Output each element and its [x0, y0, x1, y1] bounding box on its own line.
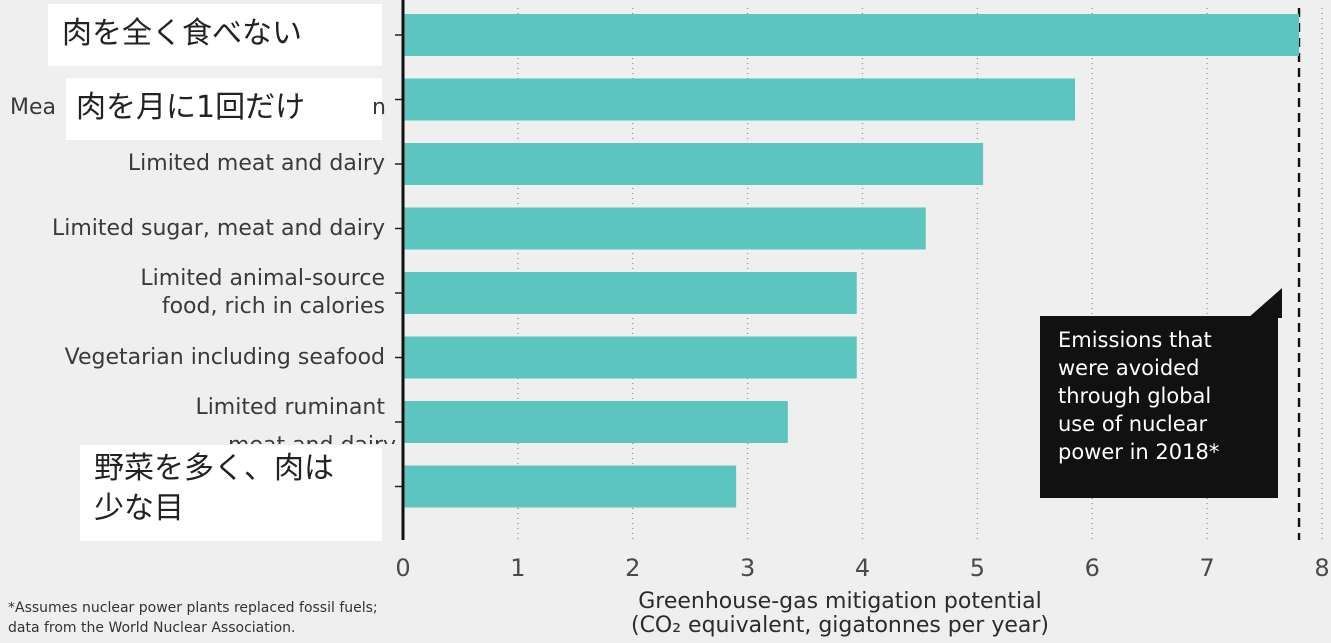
partial-label-row2-prefix: Mea — [10, 95, 56, 120]
annotation-pointer — [1248, 288, 1282, 318]
x-tick-label: 8 — [1314, 554, 1329, 582]
nuclear-annotation-box: Emissions that were avoided through glob… — [1040, 316, 1278, 498]
bar — [403, 272, 857, 314]
x-tick-label: 1 — [510, 554, 525, 582]
bar — [403, 207, 926, 250]
x-tick-label: 6 — [1085, 554, 1100, 582]
bar — [403, 78, 1076, 121]
x-tick-label: 0 — [395, 554, 410, 582]
bars — [403, 14, 1300, 508]
footnote: *Assumes nuclear power plants replaced f… — [8, 600, 378, 636]
category-label: Limited meat and dairy — [127, 151, 385, 176]
partial-label-row2-suffix: n — [372, 95, 386, 120]
x-tick-label: 2 — [625, 554, 640, 582]
bar — [403, 465, 737, 508]
bar — [403, 14, 1300, 56]
x-tick-label: 7 — [1199, 554, 1214, 582]
x-axis-title-line2: (CO₂ equivalent, gigatonnes per year) — [630, 613, 1050, 638]
x-axis-title: Greenhouse-gas mitigation potential (CO₂… — [560, 590, 1120, 638]
x-tick-label: 5 — [970, 554, 985, 582]
category-label: Limited ruminant — [195, 395, 385, 420]
partial-label-row7-clipped: meat and dairy — [228, 432, 396, 444]
overlay-label-top2: 肉を月に1回だけ — [66, 78, 382, 140]
overlay-label-bottom: 野菜を多く、肉は 少な目 — [80, 445, 382, 541]
bar — [403, 336, 857, 379]
x-tick-label: 4 — [855, 554, 870, 582]
x-axis-title-line1: Greenhouse-gas mitigation potential — [638, 589, 1042, 614]
bar — [403, 143, 984, 185]
category-label: Limited animal-source food, rich in calo… — [140, 266, 385, 319]
axes: 0 1 2 3 4 5 6 7 8 — [395, 0, 1330, 582]
x-tick-label: 3 — [740, 554, 755, 582]
category-label: Limited sugar, meat and dairy — [52, 215, 385, 241]
bar — [403, 401, 788, 443]
category-label: Vegetarian including seafood — [64, 344, 385, 370]
overlay-label-top1: 肉を全く食べない — [48, 4, 382, 66]
